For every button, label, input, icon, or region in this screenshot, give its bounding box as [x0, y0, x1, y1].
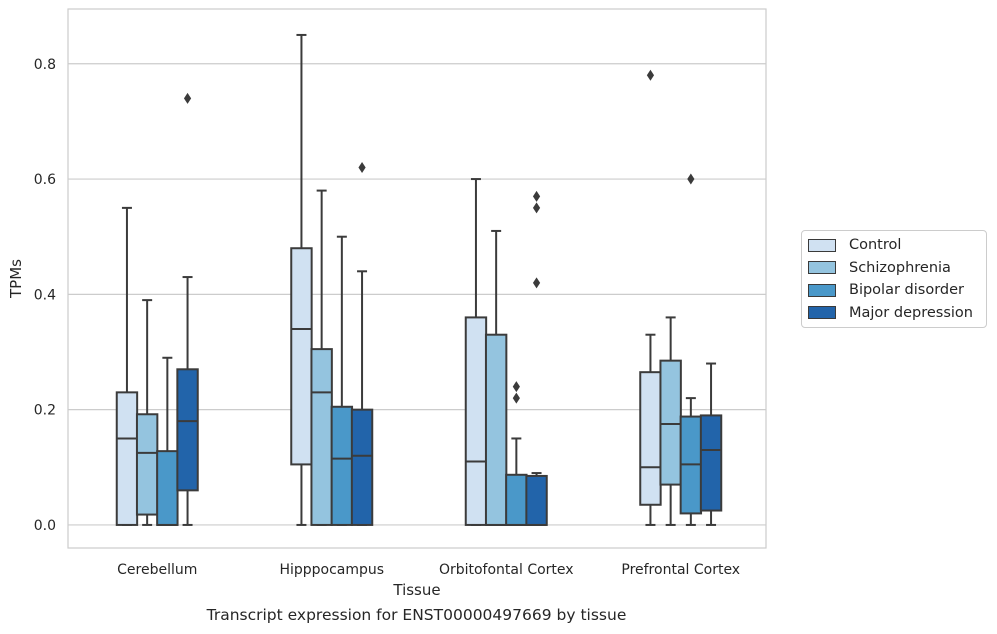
x-axis-label: Tissue: [392, 581, 440, 599]
y-tick-label: 0.6: [34, 172, 56, 188]
box-iqr: [639, 371, 662, 506]
legend: Control Schizophrenia Bipolar disorder Majo…: [801, 230, 987, 328]
box-control: [464, 178, 488, 526]
box-bipolar-disorder: [156, 356, 179, 526]
outlier-point: [512, 392, 520, 404]
y-tick-label: 0.4: [34, 287, 56, 303]
outlier-point: [646, 69, 655, 81]
boxes: [115, 33, 723, 526]
box-iqr: [176, 368, 199, 492]
box-major-depression: [699, 362, 723, 526]
y-axis-label: TPMs: [7, 259, 25, 299]
outlier-point: [532, 202, 541, 214]
box-iqr: [699, 414, 723, 512]
chart-caption: Transcript expression for ENST0000049766…: [206, 606, 627, 624]
box-schizophrenia: [484, 229, 508, 526]
legend-item: Schizophrenia: [802, 257, 986, 280]
x-tick-label: Cerebellum: [117, 562, 197, 578]
legend-label: Major depression: [849, 304, 973, 321]
box-schizophrenia: [659, 316, 682, 526]
outlier-point: [532, 190, 541, 202]
legend-label: Control: [849, 237, 902, 254]
box-iqr: [135, 413, 159, 516]
outlier-point: [183, 92, 192, 104]
box-iqr: [350, 408, 374, 526]
legend-item: Major depression: [802, 302, 986, 325]
box-major-depression: [176, 92, 199, 526]
box-iqr: [330, 405, 354, 526]
box-major-depression: [350, 162, 374, 526]
box-iqr: [525, 474, 548, 526]
box-control: [115, 206, 139, 526]
box-iqr: [310, 348, 333, 526]
box-schizophrenia: [310, 189, 333, 526]
y-tick-label: 0.2: [34, 403, 56, 419]
box-schizophrenia: [135, 299, 159, 526]
box-iqr: [484, 333, 508, 526]
box-iqr: [464, 316, 488, 526]
box-iqr: [290, 247, 313, 466]
outlier-point: [532, 277, 541, 289]
legend-label: Bipolar disorder: [849, 282, 964, 299]
x-axis-ticks: Cerebellum Hipppocampus Orbitofontal Corte…: [117, 562, 740, 578]
box-iqr: [115, 391, 139, 526]
box-iqr: [505, 473, 528, 526]
x-tick-label: Hipppocampus: [279, 562, 384, 578]
y-tick-label: 0.8: [34, 57, 56, 73]
x-tick-label: Prefrontal Cortex: [621, 562, 740, 578]
legend-swatch: [808, 261, 836, 275]
outlier-point: [358, 162, 366, 174]
box-bipolar-disorder: [505, 381, 528, 526]
x-tick-label: Orbitofontal Cortex: [439, 562, 574, 578]
legend-label: Schizophrenia: [849, 259, 951, 276]
box-major-depression: [525, 190, 548, 526]
box-control: [639, 69, 662, 526]
outlier-point: [687, 173, 695, 185]
y-axis-ticks: 0.0 0.2 0.4 0.6 0.8: [34, 57, 56, 534]
legend-swatch: [808, 283, 836, 297]
legend-item: Control: [802, 234, 986, 257]
box-control: [290, 33, 313, 526]
legend-swatch: [808, 238, 836, 252]
box-iqr: [156, 450, 179, 526]
legend-item: Bipolar disorder: [802, 279, 986, 302]
y-tick-label: 0.0: [34, 518, 56, 534]
box-bipolar-disorder: [330, 235, 354, 526]
plot-area-frame: [67, 8, 767, 549]
box-iqr: [659, 359, 682, 486]
box-bipolar-disorder: [679, 173, 703, 526]
outlier-point: [512, 381, 520, 393]
legend-swatch: [808, 306, 836, 320]
